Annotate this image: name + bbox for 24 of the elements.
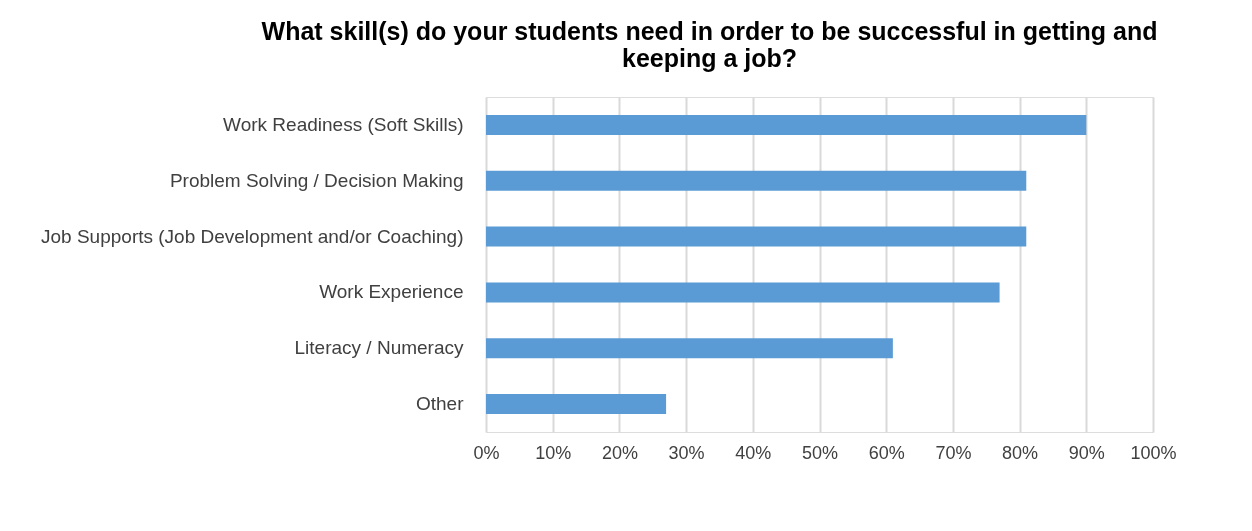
x-tick-label: 70% (935, 442, 972, 463)
bar (486, 170, 1027, 191)
bar (486, 114, 1087, 135)
y-tick-label: Other (415, 393, 465, 415)
bar (486, 394, 667, 415)
bar (486, 338, 893, 359)
bar (486, 282, 1000, 303)
x-tick-label: 50% (801, 442, 839, 463)
y-tick-label: Problem Solving / Decision Making (169, 169, 464, 191)
x-tick-label: 10% (535, 442, 572, 463)
y-tick-label: Work Experience (319, 281, 464, 303)
y-tick-label: Literacy / Numeracy (294, 337, 464, 359)
x-tick-label: 90% (1068, 442, 1105, 463)
x-tick-label: 60% (868, 442, 905, 463)
x-tick-label: 30% (668, 442, 705, 463)
x-tick-label: 0% (473, 442, 500, 463)
y-tick-label: Work Readiness (Soft Skills) (223, 113, 464, 135)
x-tick-label: 80% (1002, 442, 1039, 463)
chart-title: What skill(s) do your students need in order to be successful in getting and keeping a job? (261, 17, 1158, 72)
x-tick-label: 20% (601, 442, 638, 463)
x-tick-label: 40% (735, 442, 772, 463)
y-tick-label: Job Supports (Job Development and/or Coaching) (41, 225, 464, 247)
x-tick-label: 100% (1130, 442, 1177, 463)
bar (486, 226, 1027, 247)
